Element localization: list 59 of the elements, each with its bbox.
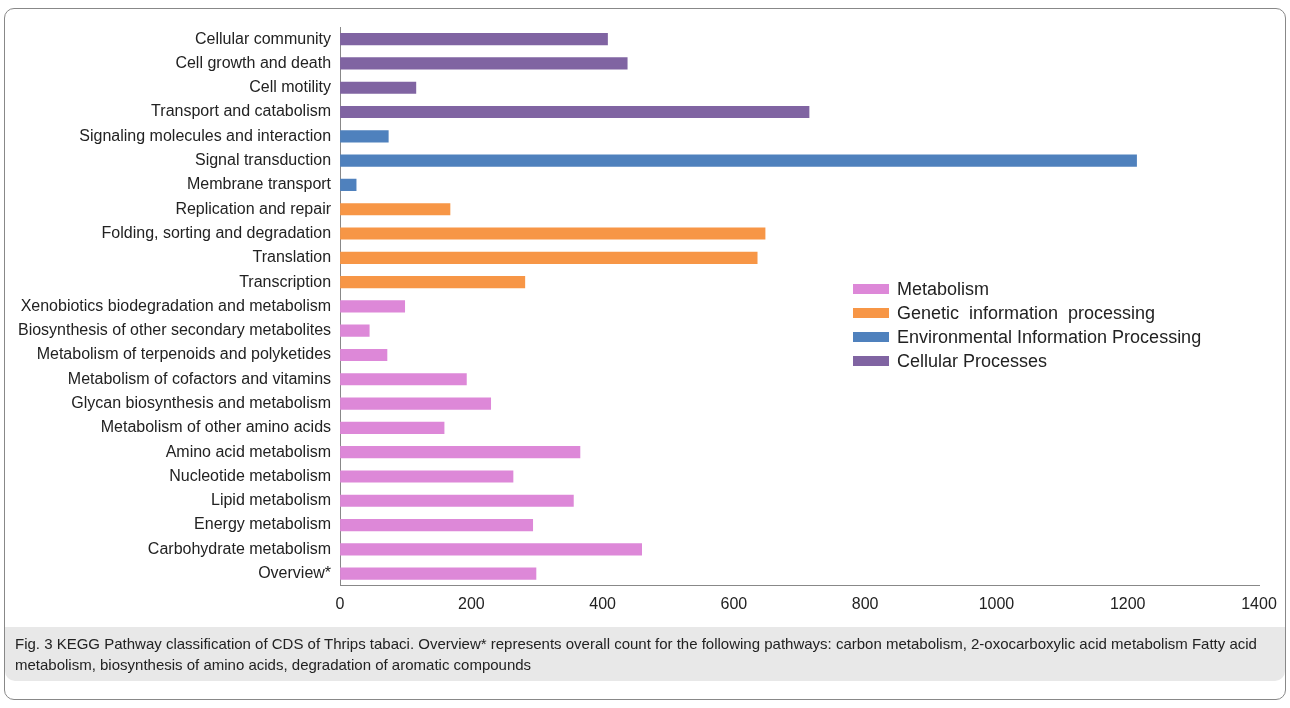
y-tick-label: Metabolism of terpenoids and polyketides [36, 345, 332, 363]
bar [340, 276, 526, 289]
bar [340, 446, 581, 459]
legend-label: Environmental Information Processing [897, 326, 1202, 348]
y-tick-label: Cell motility [249, 78, 332, 96]
y-tick-label: Signaling molecules and interaction [79, 126, 332, 144]
bar [340, 57, 628, 70]
y-tick-label: Nucleotide metabolism [169, 466, 332, 484]
bar [340, 300, 406, 313]
bar [340, 130, 389, 143]
bar [340, 105, 810, 119]
x-tick-label: 0 [335, 594, 345, 612]
y-tick-label: Xenobiotics biodegradation and metabolism [20, 296, 332, 314]
y-tick-label: Energy metabolism [194, 515, 332, 533]
y-tick-label: Glycan biosynthesis and metabolism [71, 393, 332, 411]
y-tick-label: Biosynthesis of other secondary metabolites [17, 321, 332, 339]
bar [340, 178, 357, 191]
y-tick-label: Amino acid metabolism [165, 442, 332, 460]
y-tick-label: Metabolism of other amino acids [100, 418, 332, 436]
bar [340, 154, 1137, 167]
x-tick-label: 1400 [1241, 594, 1277, 612]
y-tick-label: Replication and repair [175, 199, 332, 217]
bar [340, 518, 534, 532]
legend-label: Metabolism [897, 278, 990, 300]
y-tick-label: Lipid metabolism [210, 491, 332, 509]
x-tick-label: 1000 [978, 594, 1015, 612]
y-tick-label: Metabolism of cofactors and vitamins [67, 369, 332, 387]
y-tick-label: Carbohydrate metabolism [147, 539, 332, 557]
x-tick-label: 600 [720, 594, 748, 612]
bar [340, 397, 492, 410]
y-tick-label: Membrane transport [186, 175, 332, 193]
y-tick-label: Transcription [239, 272, 332, 290]
y-tick-label: Translation [252, 248, 332, 266]
bar [340, 543, 642, 556]
bar [340, 33, 608, 46]
bar [340, 421, 445, 434]
y-tick-label: Overview* [258, 564, 332, 582]
y-tick-label: Signal transduction [194, 151, 332, 169]
x-tick-label: 800 [851, 594, 879, 612]
x-tick-label: 200 [457, 594, 485, 612]
legend-label: Genetic information processing [897, 302, 1156, 324]
bar [340, 251, 758, 264]
x-tick-label: 1200 [1109, 594, 1146, 612]
x-tick-label: 400 [589, 594, 617, 612]
legend-label: Cellular Processes [897, 350, 1048, 372]
bar [340, 227, 766, 240]
y-tick-label: Folding, sorting and degradation [101, 223, 332, 241]
y-tick-label: Cell growth and death [175, 53, 332, 71]
y-tick-label: Transport and catabolism [151, 102, 332, 120]
bar [340, 324, 370, 337]
bar [340, 348, 388, 362]
y-tick-label: Cellular community [195, 29, 332, 47]
bar [340, 203, 451, 216]
bar [340, 567, 537, 580]
caption: Fig. 3 KEGG Pathway classification of CDS of Thrips tabaci. Overview* represents overall count for the following pathways: carbon metabolism, 2-oxocarboxylic acid metabolism Fatty acid metabolism, biosynthesis of amino acids, degradation of aromatic compounds [15, 634, 1258, 675]
bar [340, 81, 417, 94]
bar [340, 373, 467, 386]
bar [340, 470, 514, 483]
bar [340, 494, 574, 507]
